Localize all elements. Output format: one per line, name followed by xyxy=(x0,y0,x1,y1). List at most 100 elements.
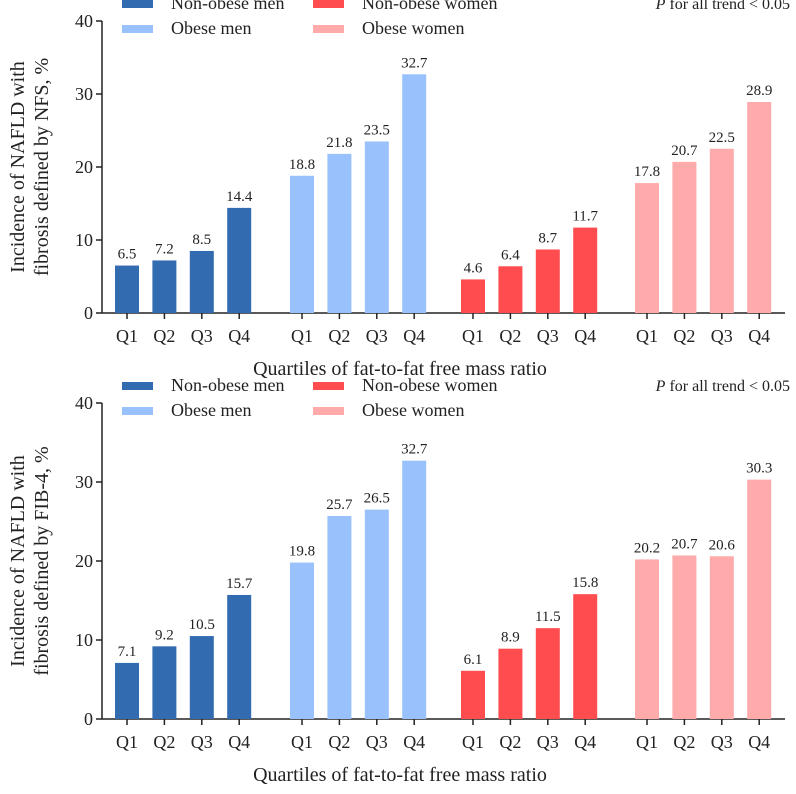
data-label: 21.8 xyxy=(326,135,352,151)
y-tick-label: 20 xyxy=(75,157,93,177)
bar xyxy=(573,227,598,313)
legend-label: Non-obese men xyxy=(171,0,284,13)
data-label: 20.6 xyxy=(709,537,736,553)
x-tick-label: Q4 xyxy=(748,326,770,346)
x-tick-label: Q1 xyxy=(291,732,313,752)
data-label: 30.3 xyxy=(746,461,772,477)
bar xyxy=(402,74,427,313)
bar xyxy=(227,207,252,313)
legend-item: Obese men xyxy=(122,400,251,420)
legend-swatch xyxy=(313,407,344,415)
data-label: 8.9 xyxy=(501,630,520,646)
y-tick-label: 30 xyxy=(75,472,93,492)
bar xyxy=(635,183,659,313)
data-label: 10.5 xyxy=(189,617,215,633)
x-tick-label: Q3 xyxy=(711,326,733,346)
bar xyxy=(189,250,214,313)
bar xyxy=(672,161,697,313)
chart-2: 0 10 20 30 40 Incidence of NAFLD with fibrosis… xyxy=(7,375,790,786)
legend-item: Obese women xyxy=(313,400,464,420)
bar xyxy=(709,148,734,313)
legend-swatch xyxy=(122,382,153,390)
data-label: 6.1 xyxy=(464,652,483,668)
y-tick-label: 10 xyxy=(75,230,93,250)
x-axis-label: Quartiles of fat-to-fat free mass ratio xyxy=(253,358,547,380)
bar xyxy=(498,266,523,313)
x-tick-label: Q1 xyxy=(636,732,658,752)
data-label: 11.5 xyxy=(535,609,561,625)
x-tick-label: Q4 xyxy=(228,732,250,752)
x-tick-label: Q3 xyxy=(537,326,559,346)
x-axis-label: Quartiles of fat-to-fat free mass ratio xyxy=(253,764,547,786)
legend-label: Obese women xyxy=(362,18,464,38)
x-tick-label: Q4 xyxy=(403,732,425,752)
y-tick-label: 0 xyxy=(84,303,93,323)
x-tick-label: Q1 xyxy=(116,732,138,752)
data-label: 15.7 xyxy=(226,576,253,592)
y-axis-label: Incidence of NAFLD with fibrosis defined … xyxy=(7,446,53,675)
bar xyxy=(227,594,252,719)
x-tick-label: Q1 xyxy=(462,326,484,346)
x-tick-label: Q1 xyxy=(636,326,658,346)
data-label: 14.4 xyxy=(226,189,253,205)
bar xyxy=(573,594,598,719)
data-label: 4.6 xyxy=(464,260,483,276)
legend-item: Non-obese women xyxy=(313,0,497,13)
bar xyxy=(402,460,427,719)
x-tick-label: Q1 xyxy=(116,326,138,346)
legend-swatch xyxy=(313,0,344,8)
bar xyxy=(498,648,523,719)
data-label: 20.2 xyxy=(634,540,660,556)
bar xyxy=(635,559,659,719)
x-tick-label: Q3 xyxy=(366,732,388,752)
y-tick-label: 10 xyxy=(75,630,93,650)
data-label: 18.8 xyxy=(289,157,315,173)
y-tick-label: 30 xyxy=(75,84,93,104)
x-tick-label: Q2 xyxy=(328,732,350,752)
data-label: 22.5 xyxy=(709,130,735,146)
y-tick-label: 20 xyxy=(75,551,93,571)
x-tick-label: Q3 xyxy=(191,326,213,346)
bar xyxy=(535,628,560,719)
legend-swatch xyxy=(122,0,153,8)
x-tick-label: Q3 xyxy=(191,732,213,752)
data-label: 8.7 xyxy=(538,230,557,246)
bar xyxy=(709,556,734,719)
bar xyxy=(115,662,139,719)
bar xyxy=(189,636,214,719)
x-tick-label: Q2 xyxy=(499,732,521,752)
x-tick-label: Q3 xyxy=(366,326,388,346)
x-tick-label: Q1 xyxy=(462,732,484,752)
data-label: 6.5 xyxy=(118,247,137,263)
trend-annotation: P for all trend < 0.05 xyxy=(655,378,790,395)
data-label: 19.8 xyxy=(289,544,315,560)
bar xyxy=(461,670,485,719)
x-tick-label: Q2 xyxy=(153,732,175,752)
x-tick-label: Q2 xyxy=(153,326,175,346)
bar xyxy=(535,249,560,313)
bar xyxy=(672,555,697,719)
legend-item: Obese women xyxy=(313,18,464,38)
bar xyxy=(461,279,485,313)
y-tick-label: 40 xyxy=(75,11,93,31)
bar xyxy=(364,141,389,313)
legend-swatch xyxy=(122,25,153,33)
bar xyxy=(747,102,772,313)
x-tick-label: Q4 xyxy=(748,732,770,752)
data-label: 23.5 xyxy=(364,122,390,138)
legend-item: Non-obese men xyxy=(122,0,284,13)
legend-item: Non-obese men xyxy=(122,375,284,395)
data-label: 32.7 xyxy=(401,55,428,71)
data-label: 9.2 xyxy=(155,627,174,643)
x-tick-label: Q2 xyxy=(673,326,695,346)
data-label: 25.7 xyxy=(326,497,353,513)
x-tick-label: Q2 xyxy=(499,326,521,346)
bar xyxy=(327,153,352,313)
legend-item: Obese men xyxy=(122,18,251,38)
chart-1: 0 10 20 30 40 Incidence of NAFLD with fibrosis… xyxy=(7,0,790,380)
x-tick-label: Q2 xyxy=(673,732,695,752)
bar xyxy=(364,509,389,719)
bar xyxy=(290,175,314,313)
bar xyxy=(115,265,139,313)
data-label: 11.7 xyxy=(572,209,598,225)
